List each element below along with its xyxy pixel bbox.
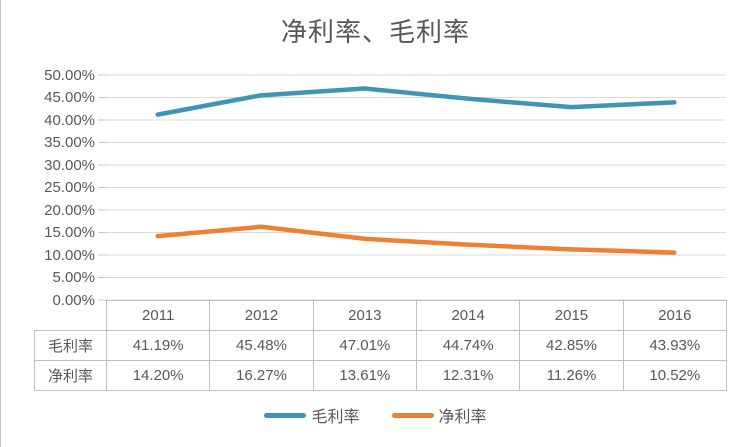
table-column-header: 2013	[312, 300, 417, 331]
y-tick-label: 40.00%	[44, 111, 95, 129]
table-cell: 41.19%	[105, 330, 211, 361]
series-line-net-margin	[155, 224, 677, 255]
table-cell: 44.74%	[415, 330, 521, 361]
y-tick-label: 50.00%	[44, 66, 95, 84]
y-tick-label: 15.00%	[44, 224, 95, 241]
y-tick-label: 35.00%	[44, 134, 95, 151]
table-column-header: 2014	[415, 300, 521, 331]
legend-line-swatch	[391, 412, 434, 418]
legend-item-net-margin: 净利率	[391, 403, 487, 427]
table-row: 净利率 14.20% 16.27% 13.61% 12.31% 11.26% 10.52%	[34, 360, 727, 391]
table-cell: 45.48%	[209, 330, 314, 361]
table-row: 毛利率 41.19% 45.48% 47.01% 44.74% 42.85% 43.93%	[34, 330, 727, 361]
table-cell: 16.27%	[209, 360, 314, 391]
table-column-header: 2016	[622, 300, 727, 331]
table-cell: 14.20%	[105, 360, 211, 391]
table-row-label: 净利率	[34, 360, 107, 391]
series-line-gross-margin	[155, 86, 677, 117]
table-header-row: 2011 2012 2013 2014 2015 2016	[34, 300, 727, 331]
y-tick-label: 20.00%	[44, 201, 95, 219]
legend-line-swatch	[264, 412, 307, 418]
table-cell: 10.52%	[622, 360, 727, 391]
legend-label: 净利率	[438, 409, 487, 426]
y-tick-label: 45.00%	[44, 89, 95, 106]
y-tick-label: 25.00%	[44, 179, 95, 196]
legend-item-gross-margin: 毛利率	[264, 403, 360, 427]
y-tick-label: 30.00%	[44, 156, 95, 174]
table-cell: 12.31%	[415, 360, 521, 391]
legend: 毛利率 净利率	[1, 403, 750, 427]
y-tick-label: 5.00%	[52, 269, 95, 286]
data-table: 2011 2012 2013 2014 2015 2016 毛利率 41.19% 45.48% 4…	[34, 300, 727, 391]
table-cell: 13.61%	[312, 360, 417, 391]
table-cell: 47.01%	[312, 330, 417, 361]
table-column-header: 2015	[519, 300, 624, 331]
table-cell: 11.26%	[519, 360, 624, 391]
table-corner-cell	[34, 300, 107, 331]
legend-label: 毛利率	[311, 409, 360, 426]
table-column-header: 2011	[105, 300, 211, 331]
table-row-label: 毛利率	[34, 330, 107, 361]
table-column-header: 2012	[209, 300, 314, 331]
table-cell: 43.93%	[622, 330, 727, 361]
table-cell: 42.85%	[519, 330, 624, 361]
y-tick-label: 10.00%	[44, 246, 95, 264]
chart-title: 净利率、毛利率	[280, 18, 470, 47]
